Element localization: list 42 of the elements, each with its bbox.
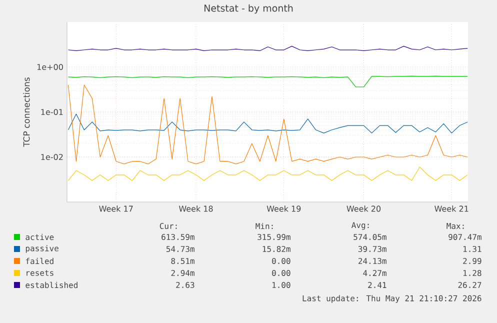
line-series [68,84,468,164]
x-tick-label: Week 21 [434,206,468,212]
text: 54.73m [166,246,194,252]
text: 2.63 [176,282,194,288]
legend-label: passive [26,245,58,253]
text: 613.59m [162,234,194,240]
text: 574.05m [354,234,386,240]
text: Cur: [160,222,177,230]
legend-label: established [26,282,78,288]
text: 1.31 [463,246,482,252]
y-axis-title: TCP connections [23,78,30,147]
x-tick-label: Week 19 [266,206,301,212]
text: 2.99 [463,258,482,264]
text: 315.99m [258,234,290,240]
legend-label: resets [26,270,54,276]
text: 2.41 [368,282,386,288]
text: 0.00 [272,270,290,276]
text: 15.82m [262,246,290,252]
text: Min: [256,222,273,230]
x-tick-label: Week 18 [178,206,213,212]
chart-title: Netstat - by month [204,4,293,14]
text: 1.28 [463,270,482,276]
text: 39.73m [358,246,386,252]
x-tick-label: Week 20 [346,206,381,212]
text: 24.13m [358,258,386,264]
text: 0.00 [272,258,290,264]
y-tick-label: 1e-02 [41,154,63,160]
text: 907.47m [448,234,482,240]
y-tick-label: 1e-01 [41,108,63,116]
text: Avg: [352,222,369,230]
line-series [68,166,468,181]
legend-label: failed [26,258,54,264]
y-tick-label: 1e+00 [37,64,63,70]
text: 2.94m [171,270,194,276]
text: Last update: Thu May 21 21:10:27 2026 [302,295,482,303]
text: 1.00 [272,282,290,288]
legend-label: active [26,234,54,240]
text: 8.51m [171,258,194,264]
text: Max: [446,223,464,229]
x-tick-label: Week 17 [99,206,133,212]
text: 26.27 [458,282,482,288]
text: 4.27m [363,270,386,276]
